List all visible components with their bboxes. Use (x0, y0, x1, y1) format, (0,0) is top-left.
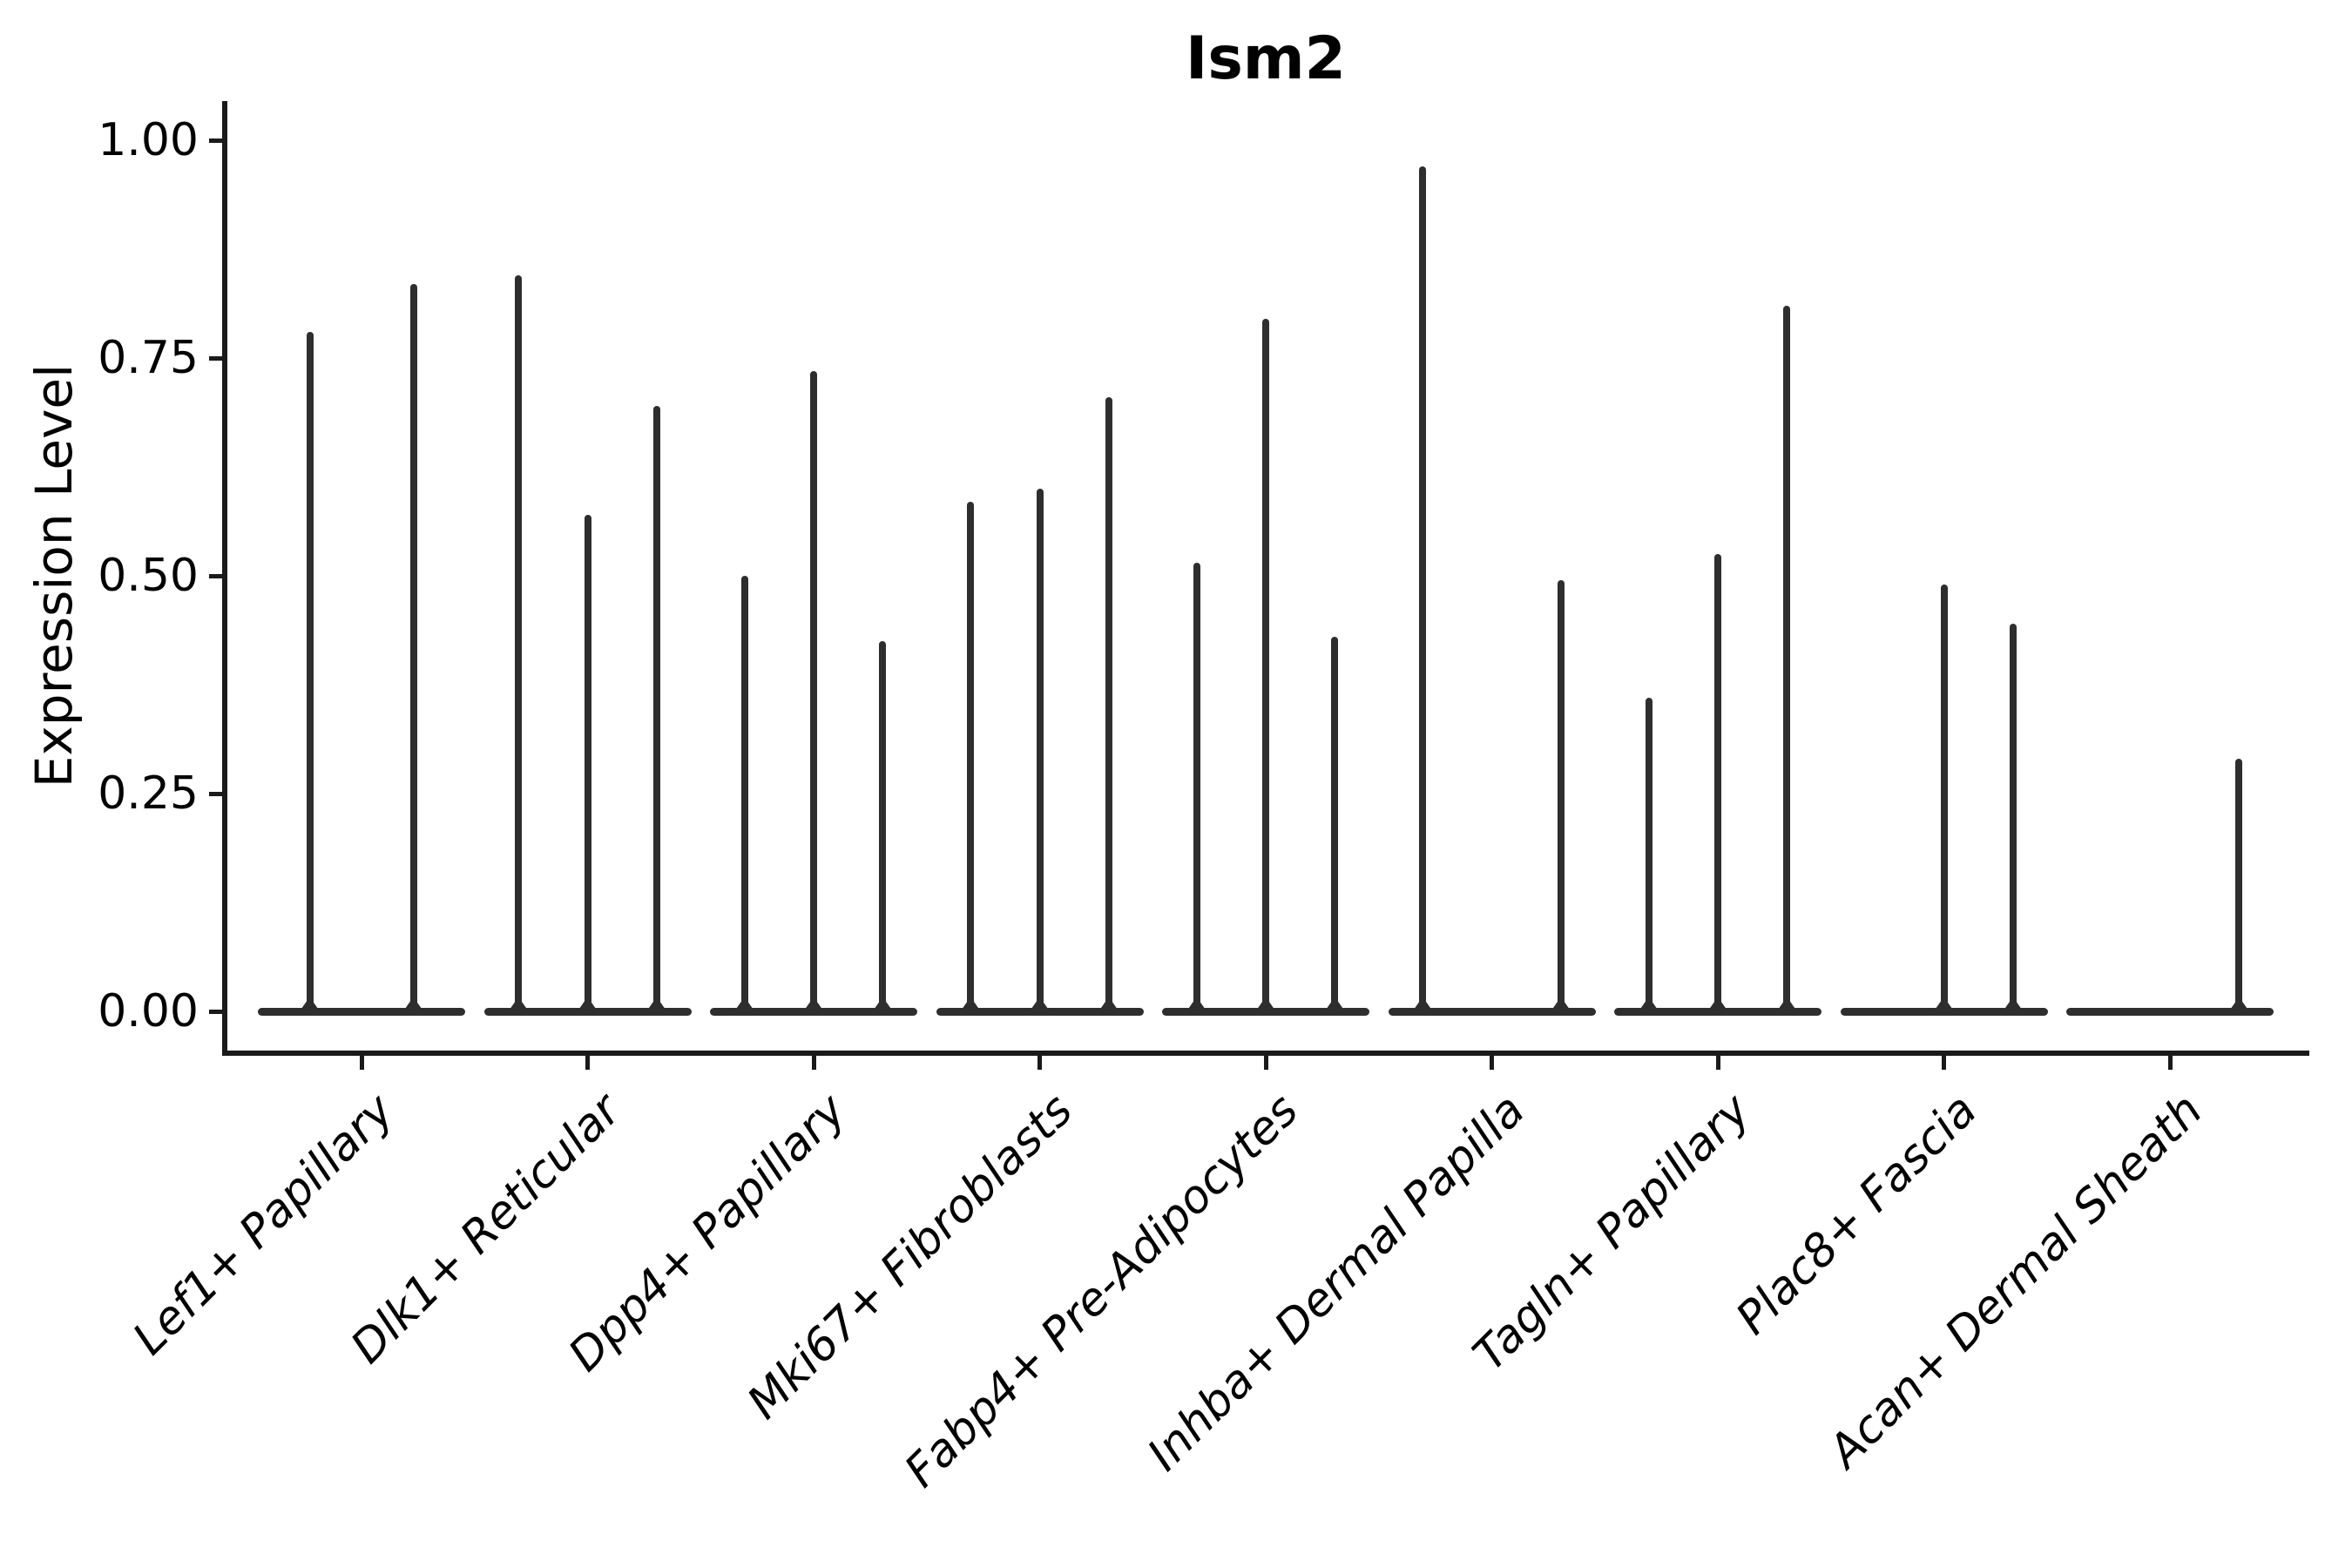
violin-spike (2009, 624, 2017, 1015)
x-tick (359, 1056, 364, 1070)
y-axis-spine (222, 101, 227, 1056)
y-tick (209, 792, 222, 796)
y-tick (209, 356, 222, 361)
chart-title: Ism2 (1186, 24, 1346, 93)
y-tick (209, 1010, 222, 1014)
x-category-label: Dlk1+ Reticular (341, 1084, 631, 1374)
violin-spike (967, 502, 975, 1015)
violin-spike (1331, 637, 1339, 1015)
y-tick-label: 1.00 (98, 114, 199, 166)
violin-spike (1193, 563, 1200, 1015)
y-tick (209, 139, 222, 143)
y-tick-label: 0.25 (98, 767, 199, 820)
x-category-label: Mki67+ Fibroblasts (737, 1084, 1083, 1429)
violin-spike (409, 284, 417, 1015)
violin-spike (1645, 698, 1652, 1015)
violin-spike (879, 641, 887, 1015)
x-tick (1942, 1056, 1946, 1070)
violin-baseline (1388, 1007, 1596, 1016)
x-category-label: Lef1+ Papillary (123, 1084, 405, 1366)
violin-spike (1783, 306, 1791, 1015)
x-tick (1037, 1056, 1042, 1070)
x-tick (1263, 1056, 1268, 1070)
y-tick-label: 0.75 (98, 332, 199, 384)
x-category-label: Acan+ Dermal Sheath (1819, 1084, 2213, 1478)
x-tick (811, 1056, 816, 1070)
violin-spike (306, 332, 314, 1015)
x-tick (585, 1056, 590, 1070)
x-category-label: Tagln+ Papillary (1463, 1084, 1761, 1382)
violin-spike (2235, 759, 2243, 1015)
x-category-label: Fabp4+ Pre-Adipocytes (895, 1084, 1309, 1498)
x-tick (2167, 1056, 2173, 1070)
violin-spike (1105, 397, 1112, 1015)
x-category-label: Inhba+ Dermal Papilla (1137, 1084, 1535, 1482)
x-category-label: Plac8+ Fascia (1726, 1084, 1987, 1345)
violin-spike (810, 371, 817, 1015)
violin-baseline (2066, 1007, 2274, 1016)
violin-spike (1940, 585, 1948, 1015)
violin-spike (652, 406, 660, 1015)
violin-spike (1714, 554, 1721, 1015)
x-tick (1715, 1056, 1720, 1070)
x-tick (1490, 1056, 1494, 1070)
violin-spike (1036, 489, 1044, 1015)
violin-spike (1419, 166, 1427, 1015)
x-category-label: Dpp4+ Papillary (558, 1084, 857, 1382)
violin-spike (515, 275, 523, 1015)
violin-baseline (258, 1007, 465, 1016)
violin-spike (740, 576, 748, 1015)
violin-spike (584, 515, 591, 1015)
x-axis-spine (222, 1051, 2309, 1056)
y-tick-label: 0.00 (98, 985, 199, 1037)
y-tick-label: 0.50 (98, 550, 199, 602)
violin-spike (1557, 580, 1565, 1015)
violin-spike (1262, 319, 1269, 1015)
y-tick (209, 574, 222, 578)
